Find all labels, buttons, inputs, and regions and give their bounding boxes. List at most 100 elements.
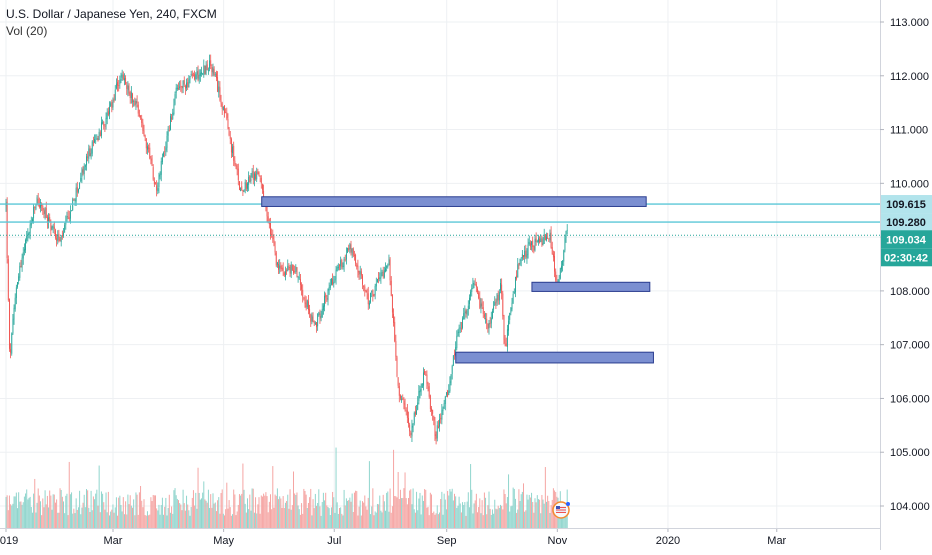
candle-body	[163, 152, 164, 157]
candle-body	[14, 297, 16, 310]
volume-bar	[74, 513, 76, 528]
symbol-title[interactable]: U.S. Dollar / Japanese Yen, 240, FXCM	[6, 7, 217, 21]
volume-bar	[18, 492, 20, 528]
volume-bar	[349, 497, 351, 528]
supply-demand-zone[interactable]	[261, 196, 647, 207]
economic-event-flag-icon[interactable]	[552, 501, 570, 519]
candle-body	[18, 276, 20, 281]
volume-bar	[402, 498, 404, 528]
volume-bar	[81, 507, 83, 528]
candle-body	[206, 64, 208, 70]
volume-bar	[532, 501, 534, 528]
candle-body	[149, 147, 151, 159]
candle-body	[391, 294, 393, 313]
candle-body	[309, 309, 311, 314]
candle-body	[255, 173, 256, 179]
candle-body	[544, 234, 546, 241]
candle-body	[12, 318, 14, 334]
volume-bar	[58, 512, 60, 528]
volume-bar	[316, 505, 317, 528]
candle-body	[374, 285, 376, 296]
candle-body	[371, 291, 373, 293]
volume-bar	[43, 507, 45, 528]
candle-body	[358, 271, 360, 275]
candle-body	[10, 349, 12, 353]
candle-body	[327, 289, 329, 301]
volume-bar	[547, 495, 549, 528]
candle-body	[138, 114, 140, 116]
volume-bar	[360, 515, 362, 528]
candle-body	[153, 181, 155, 185]
candle-body	[486, 318, 488, 324]
volume-bar	[153, 495, 155, 528]
candle-body	[469, 297, 470, 305]
volume-bar	[209, 507, 211, 528]
candle-body	[209, 60, 210, 69]
candle-body	[202, 73, 204, 75]
volume-bar	[314, 493, 316, 528]
volume-bar	[509, 511, 511, 528]
volume-bar	[159, 514, 161, 528]
volume-bar	[48, 507, 50, 528]
candle-body	[186, 82, 187, 89]
volume-bar	[385, 510, 386, 528]
volume-bar	[322, 492, 324, 528]
candle-body	[66, 216, 68, 222]
candle-body	[199, 72, 201, 76]
candle-body	[331, 278, 332, 285]
volume-bar	[133, 499, 135, 528]
volume-bar	[122, 497, 124, 528]
volume-bar	[462, 502, 464, 528]
candle-body	[355, 255, 357, 264]
volume-bar	[312, 499, 314, 528]
candle-body	[378, 277, 380, 279]
volume-bar	[164, 506, 166, 528]
candle-body	[365, 291, 367, 293]
candle-body	[170, 116, 171, 131]
volume-bar	[391, 506, 393, 528]
candle-body	[305, 302, 307, 308]
candle-body	[241, 186, 243, 191]
volume-bar	[151, 501, 153, 528]
volume-bar	[518, 489, 520, 528]
candle-body	[38, 203, 40, 208]
candle-body	[336, 267, 338, 272]
candle-body	[464, 311, 466, 314]
volume-bar	[172, 513, 174, 528]
volume-bar	[23, 496, 25, 528]
candle-body	[74, 200, 76, 201]
volume-bar	[337, 513, 339, 528]
candle-body	[275, 252, 277, 266]
candle-body	[126, 85, 128, 89]
candle-body	[253, 173, 255, 181]
candle-body	[26, 236, 28, 241]
candle-body	[222, 106, 224, 111]
candle-body	[418, 391, 420, 402]
candle-body	[181, 86, 183, 89]
candle-body	[352, 248, 354, 256]
volume-bar	[22, 502, 24, 528]
volume-indicator-label[interactable]: Vol (20)	[6, 24, 48, 38]
y-tick-label: 106.000	[890, 393, 930, 405]
supply-demand-zone[interactable]	[531, 281, 651, 292]
candle-body	[43, 210, 45, 215]
candle-body	[354, 254, 355, 256]
candle-body	[107, 111, 109, 115]
supply-demand-zone[interactable]	[455, 351, 654, 364]
candle-body	[343, 258, 345, 267]
volume-bar	[127, 494, 129, 528]
candle-body	[187, 82, 189, 88]
volume-bar	[76, 509, 78, 528]
x-tick-label: Sep	[437, 535, 457, 547]
candle-body	[444, 396, 446, 405]
candle-body	[84, 165, 86, 167]
candle-body	[242, 190, 244, 192]
candle-body	[228, 127, 230, 136]
zones[interactable]	[261, 196, 654, 364]
candle-body	[356, 264, 358, 267]
candle-body	[406, 410, 408, 418]
volume-bar	[305, 494, 307, 528]
candle-body	[279, 265, 281, 269]
